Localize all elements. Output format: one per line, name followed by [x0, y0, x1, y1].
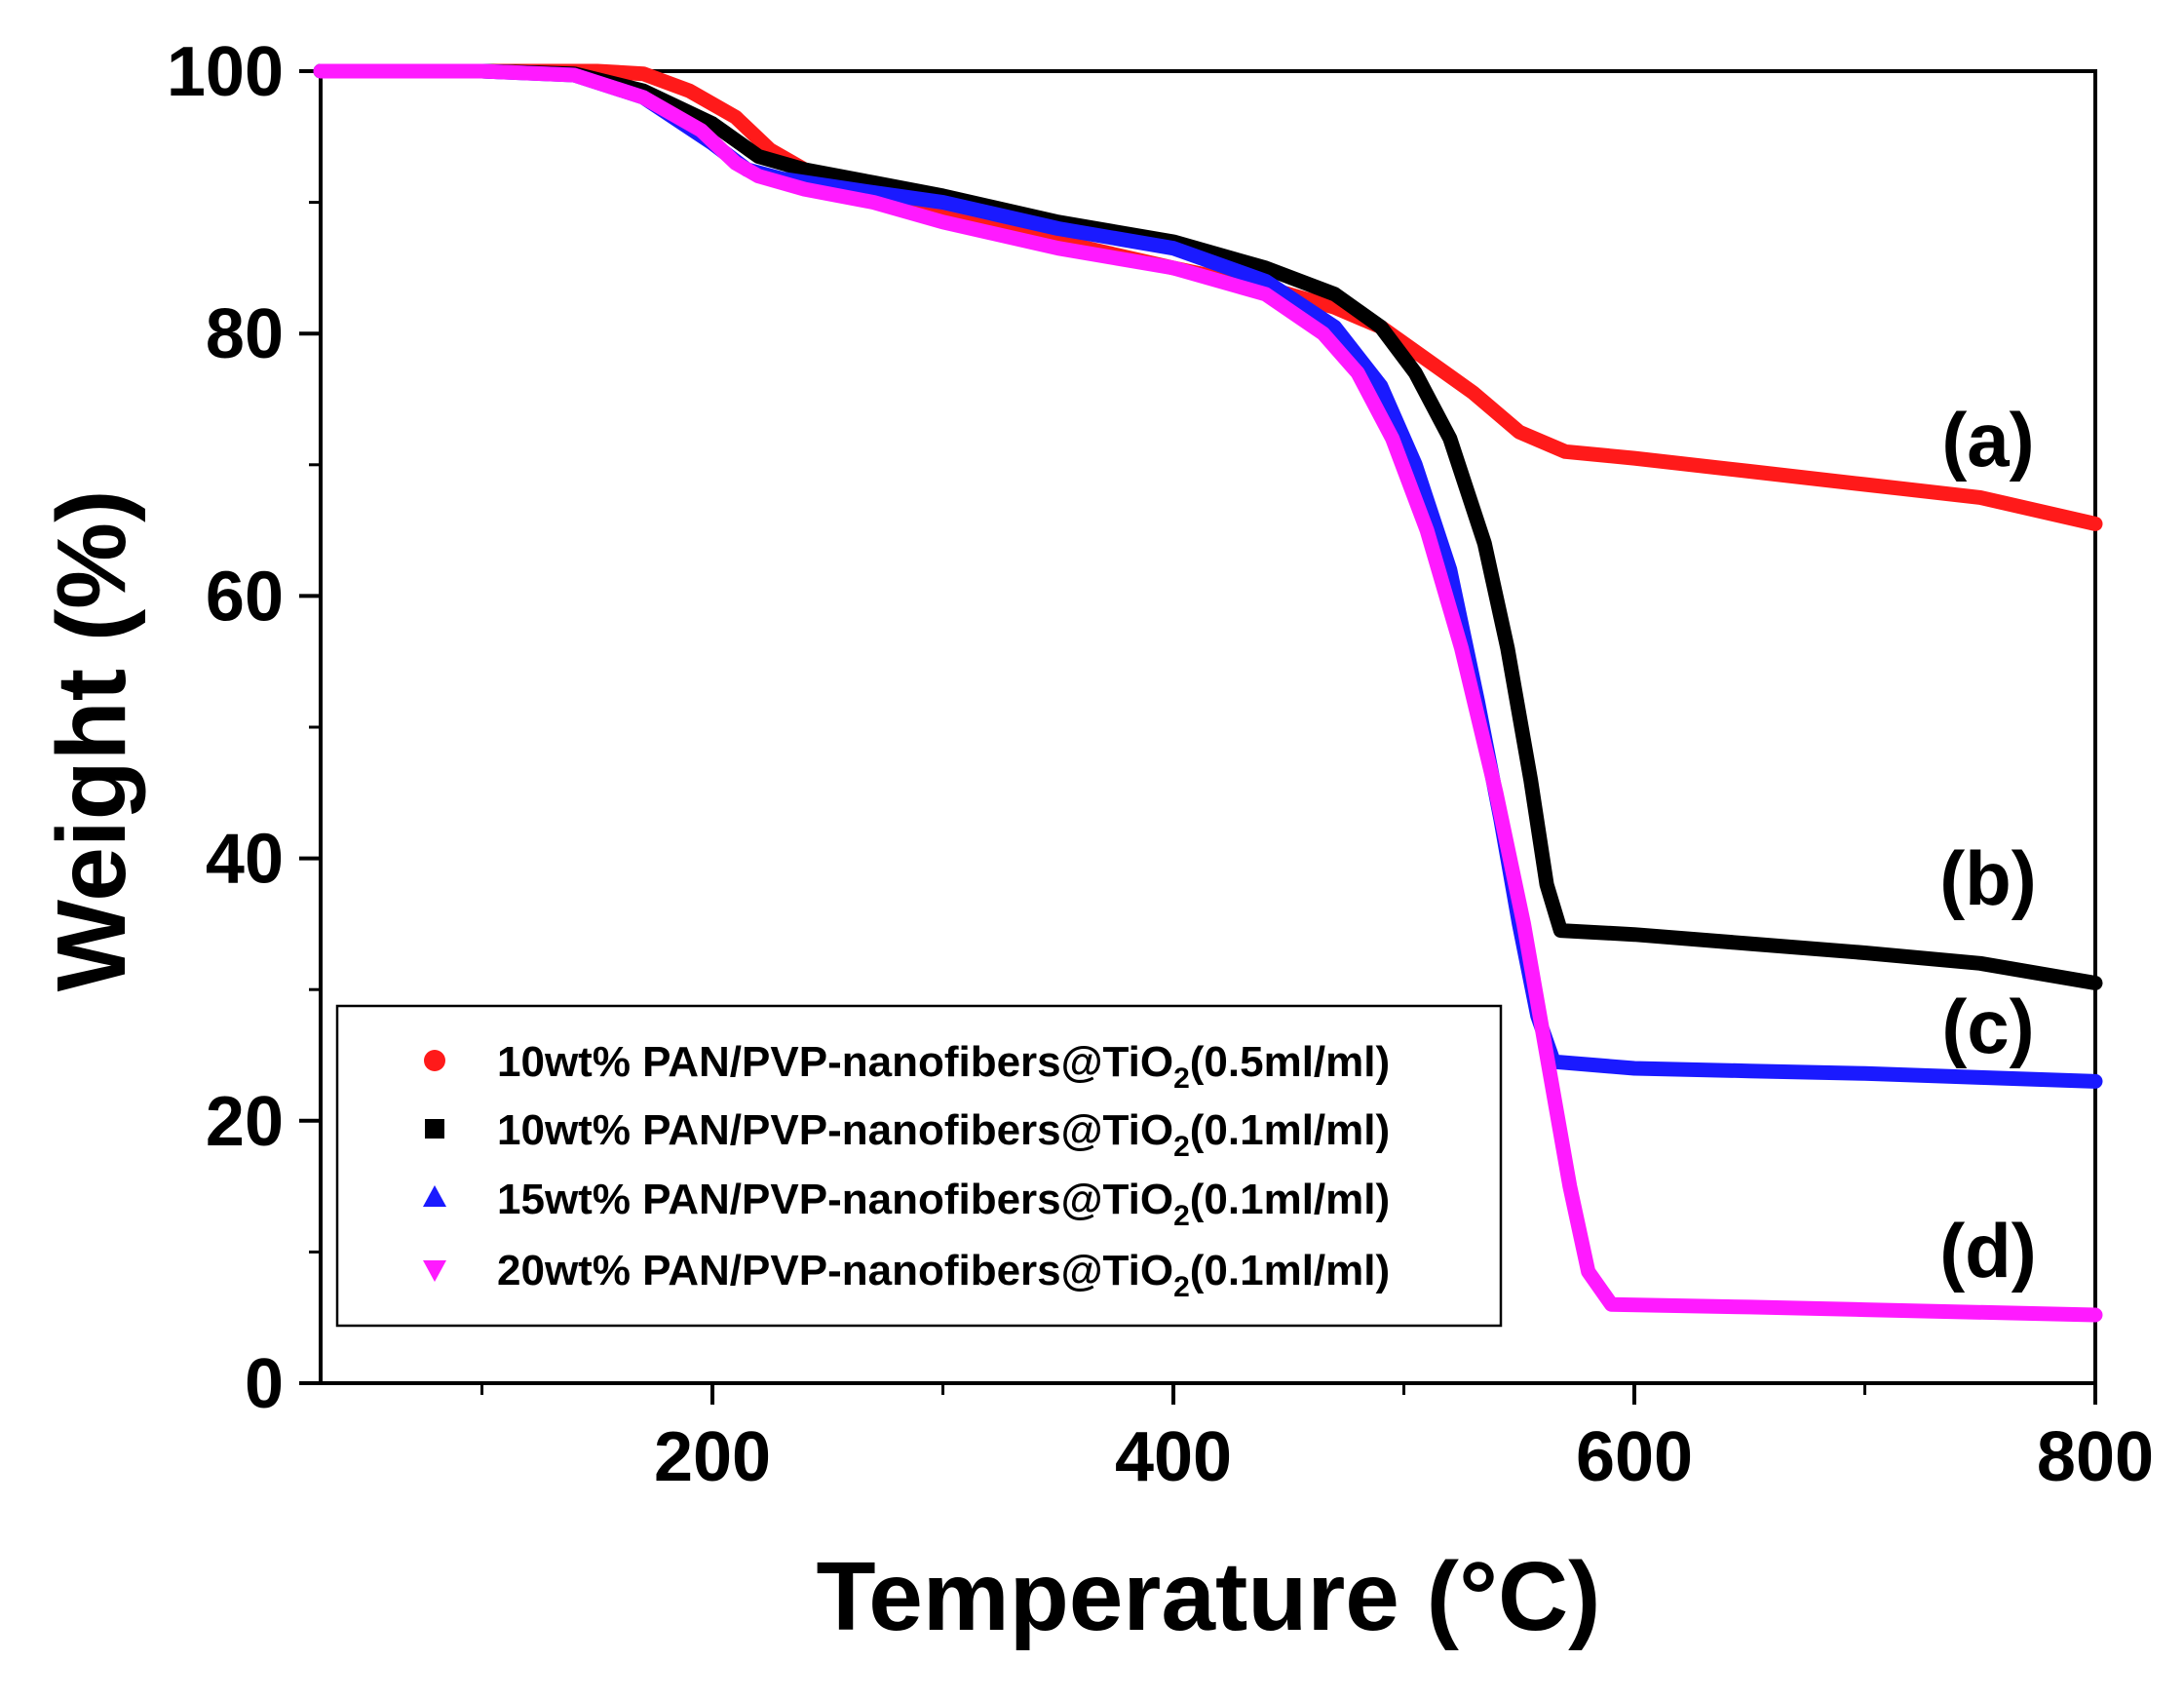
y-tick-label: 100 [167, 33, 284, 111]
curve-label-a: (a) [1941, 397, 2034, 483]
legend-entry-a: 10wt% PAN/PVP-nanofibers@TiO2(0.5ml/ml) [424, 1038, 1390, 1095]
legend-label-c: 15wt% PAN/PVP-nanofibers@TiO2(0.1ml/ml) [497, 1176, 1390, 1232]
y-axis-title: Weight (%) [37, 490, 146, 992]
legend-marker-square-icon [425, 1119, 444, 1139]
x-tick-label: 800 [2037, 1418, 2154, 1496]
legend-marker-triangle-down-icon [423, 1260, 446, 1282]
legend-entry-b: 10wt% PAN/PVP-nanofibers@TiO2(0.1ml/ml) [425, 1106, 1390, 1163]
curve-label-b: (b) [1939, 835, 2037, 921]
y-tick-label: 80 [206, 295, 284, 373]
curve-label-c: (c) [1941, 984, 2034, 1069]
x-axis-title: Temperature (°C) [817, 1542, 1601, 1651]
x-tick-label: 200 [654, 1418, 771, 1496]
y-tick-label: 60 [206, 558, 284, 636]
axis-ticks: 200 400 600 800 0 20 40 60 80 100 [167, 33, 2154, 1496]
curve-label-d: (d) [1939, 1208, 2037, 1294]
x-tick-label: 600 [1576, 1418, 1693, 1496]
legend-label-b: 10wt% PAN/PVP-nanofibers@TiO2(0.1ml/ml) [497, 1106, 1390, 1163]
legend-label-a: 10wt% PAN/PVP-nanofibers@TiO2(0.5ml/ml) [497, 1038, 1390, 1095]
legend-entry-c: 15wt% PAN/PVP-nanofibers@TiO2(0.1ml/ml) [423, 1176, 1390, 1232]
data-curves [313, 63, 2103, 1323]
legend-marker-triangle-up-icon [423, 1185, 446, 1207]
curve-labels: (a) (b) (c) (d) [1939, 397, 2037, 1294]
legend-entry-d: 20wt% PAN/PVP-nanofibers@TiO2(0.1ml/ml) [423, 1247, 1390, 1303]
legend-marker-circle-icon [424, 1050, 445, 1071]
x-tick-label: 400 [1115, 1418, 1232, 1496]
legend-box [335, 1004, 1503, 1328]
series-d-curve [313, 63, 2103, 1323]
y-tick-label: 40 [206, 821, 284, 899]
legend-label-d: 20wt% PAN/PVP-nanofibers@TiO2(0.1ml/ml) [497, 1247, 1390, 1303]
series-b-curve [313, 63, 2103, 990]
y-tick-label: 20 [206, 1083, 284, 1161]
legend: 10wt% PAN/PVP-nanofibers@TiO2(0.5ml/ml) … [335, 1004, 1503, 1328]
y-tick-label: 0 [245, 1345, 284, 1423]
